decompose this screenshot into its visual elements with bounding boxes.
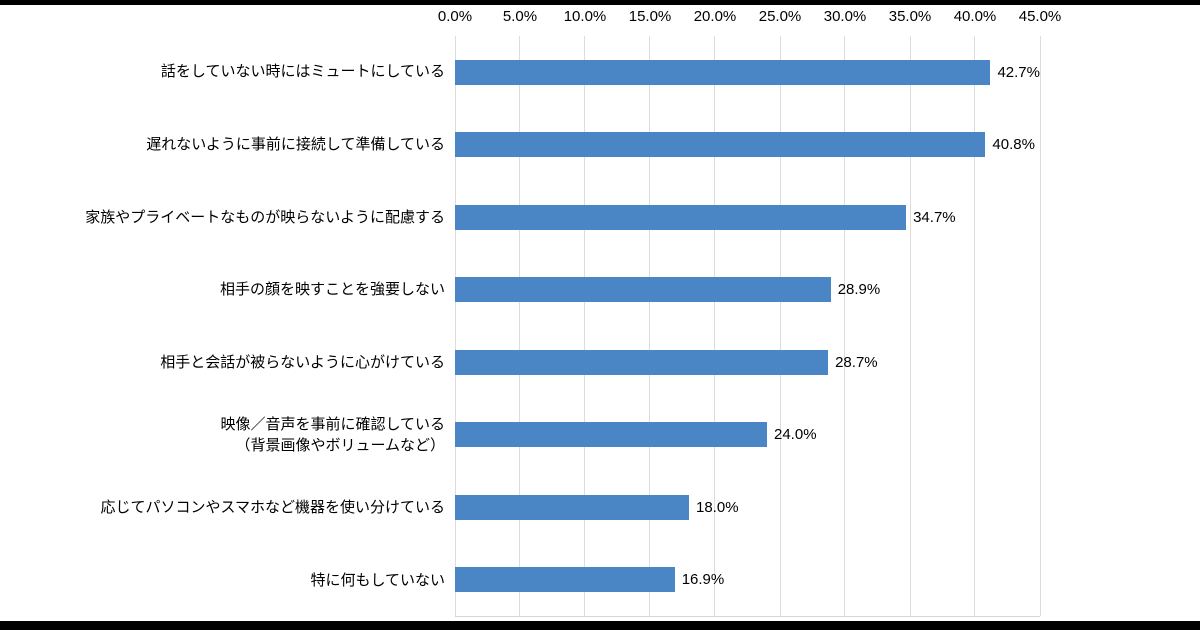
bar [455, 132, 986, 158]
category-label: 相手と会話が被らないように心がけている [160, 353, 445, 371]
bar-value-label: 42.7% [997, 63, 1040, 81]
category-label: 話をしていない時にはミュートにしている [160, 63, 445, 81]
bar [455, 59, 991, 85]
x-tick-label: 35.0% [888, 8, 932, 25]
bar-row: 34.7% [455, 181, 1040, 254]
x-tick-label: 5.0% [502, 8, 538, 25]
gridline [779, 36, 781, 616]
bar-value-label: 40.8% [992, 136, 1035, 154]
x-axis: 0.0% 5.0% 10.0% 15.0% 20.0% 25.0% 30.0% 35.0% 40… [438, 6, 1061, 28]
x-tick-label: 0.0% [437, 8, 473, 25]
x-tick-label: 25.0% [758, 8, 802, 25]
bar [455, 277, 831, 303]
gridline [974, 36, 976, 616]
bar-row: 16.9% [455, 544, 1040, 617]
gridline [909, 36, 911, 616]
bar [455, 349, 829, 375]
letterbox-bottom-bar [0, 621, 1200, 630]
x-tick-label: 40.0% [953, 8, 997, 25]
category-label: 遅れないように事前に接続して準備している [146, 136, 445, 154]
category-label: 相手の顔を映すことを強要しない [219, 281, 445, 299]
gridline [714, 36, 716, 616]
bar-row: 28.9% [455, 254, 1040, 327]
x-tick-label: 20.0% [693, 8, 737, 25]
y-axis-labels: 話をしていない時にはミュートにしている遅れないように事前に接続して準備している家… [0, 36, 455, 617]
gridline [1039, 36, 1041, 616]
category-label: 応じてパソコンやスマホなど機器を使い分けている [100, 499, 445, 517]
bar-row: 40.8% [455, 109, 1040, 182]
plot-area: 42.7% 40.8% 34.7% 28.9% 28.7% 24.0% 18.0% 16.9% [454, 36, 1041, 617]
x-tick-label: 15.0% [628, 8, 672, 25]
x-tick-label: 30.0% [823, 8, 867, 25]
bar-value-label: 28.9% [837, 281, 881, 299]
bar-rows: 42.7% 40.8% 34.7% 28.9% 28.7% 24.0% 18.0% 16.9% [455, 36, 1040, 616]
gridline [649, 36, 651, 616]
x-tick-label: 45.0% [1018, 8, 1062, 25]
x-tick-label: 10.0% [563, 8, 607, 25]
gridline [519, 36, 521, 616]
bar-row: 28.7% [455, 326, 1040, 399]
bar-value-label: 28.7% [835, 353, 878, 371]
bar [455, 422, 767, 448]
bar [455, 204, 907, 230]
bar-row: 18.0% [455, 471, 1040, 544]
bar-chart: 話をしていない時にはミュートにしている遅れないように事前に接続して準備している家… [0, 36, 1041, 617]
bar [455, 494, 689, 520]
bar-value-label: 24.0% [774, 426, 817, 444]
bar-row: 24.0% [455, 399, 1040, 472]
category-label: 映像／音声を事前に確認している （背景画像やボリュームなど） [220, 415, 445, 455]
category-label: 家族やプライベートなものが映らないように配慮する [85, 208, 445, 226]
bar [455, 567, 675, 593]
letterbox-top-bar [0, 0, 1200, 5]
category-label: 特に何もしていない [310, 571, 445, 589]
bar-row: 42.7% [455, 36, 1040, 109]
bar-value-label: 16.9% [681, 571, 725, 589]
gridline [454, 36, 456, 616]
bar-value-label: 34.7% [913, 208, 956, 226]
gridline [844, 36, 846, 616]
bar-value-label: 18.0% [696, 498, 739, 516]
gridline [584, 36, 586, 616]
